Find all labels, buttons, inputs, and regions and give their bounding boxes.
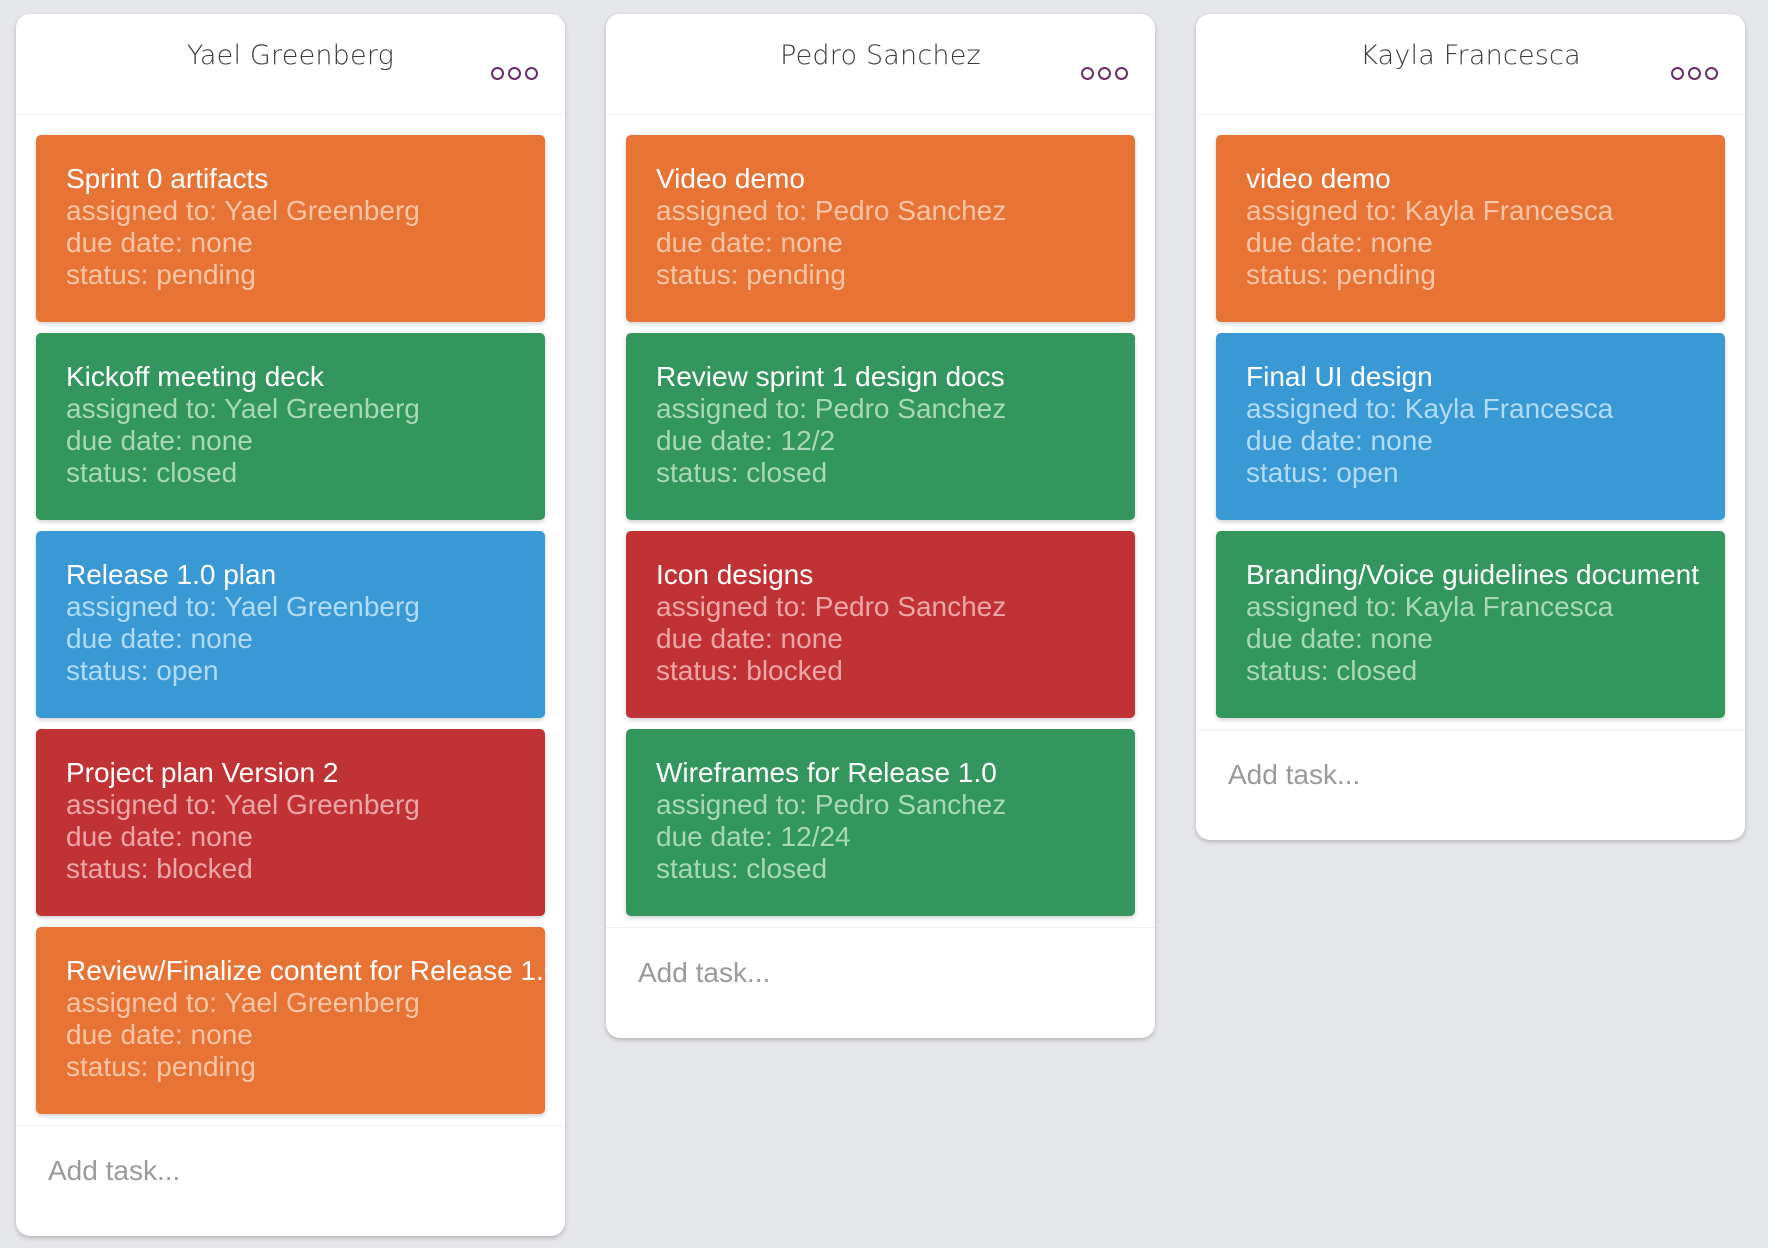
task-status: status: pending: [66, 1051, 256, 1082]
task-assignee: assigned to: Pedro Sanchez: [656, 591, 1007, 622]
task-due-date: due date: 12/2: [656, 425, 836, 456]
task-title: Final UI design: [1246, 361, 1433, 392]
task-assignee: assigned to: Pedro Sanchez: [656, 393, 1007, 424]
task-status: status: blocked: [66, 853, 253, 884]
add-task-area: [16, 1125, 565, 1236]
add-task-area: [606, 927, 1155, 1038]
task-title: Wireframes for Release 1.0: [656, 757, 997, 788]
add-task-input[interactable]: [46, 1154, 510, 1188]
task-assignee: assigned to: Pedro Sanchez: [656, 789, 1007, 820]
task-title: video demo: [1246, 163, 1391, 194]
column-title: Yael Greenberg: [186, 40, 395, 71]
add-task-input[interactable]: [636, 956, 1100, 990]
task-assignee: assigned to: Kayla Francesca: [1246, 195, 1614, 226]
task-status: status: closed: [1246, 655, 1418, 686]
column-header: Yael Greenberg: [16, 14, 565, 115]
task-list: Sprint 0 artifacts assigned to: Yael Gre…: [16, 115, 565, 1114]
task-status: status: pending: [1246, 259, 1436, 290]
task-title: Icon designs: [656, 559, 814, 590]
task-status: status: open: [66, 655, 219, 686]
task-status: status: closed: [656, 853, 828, 884]
task-title: Video demo: [656, 163, 805, 194]
task-card[interactable]: Project plan Version 2 assigned to: Yael…: [36, 729, 545, 916]
task-assignee: assigned to: Kayla Francesca: [1246, 393, 1614, 424]
more-options-icon[interactable]: [1081, 67, 1128, 80]
task-assignee: assigned to: Pedro Sanchez: [656, 195, 1007, 226]
add-task-area: [1196, 729, 1745, 840]
task-card[interactable]: Video demo assigned to: Pedro Sanchez du…: [626, 135, 1135, 322]
task-assignee: assigned to: Kayla Francesca: [1246, 591, 1614, 622]
more-options-icon[interactable]: [1671, 67, 1718, 80]
task-title: Release 1.0 plan: [66, 559, 277, 590]
task-card[interactable]: video demo assigned to: Kayla Francesca …: [1216, 135, 1725, 322]
task-list: video demo assigned to: Kayla Francesca …: [1196, 115, 1745, 718]
task-due-date: due date: none: [66, 821, 253, 852]
task-due-date: due date: none: [66, 425, 253, 456]
task-due-date: due date: none: [66, 1019, 253, 1050]
column-kayla-francesca: Kayla Francesca video demo assigned to: …: [1196, 14, 1745, 840]
task-list: Video demo assigned to: Pedro Sanchez du…: [606, 115, 1155, 916]
task-status: status: closed: [656, 457, 828, 488]
task-card[interactable]: Final UI design assigned to: Kayla Franc…: [1216, 333, 1725, 520]
add-task-input[interactable]: [1226, 758, 1690, 792]
task-due-date: due date: none: [656, 227, 843, 258]
task-status: status: pending: [66, 259, 256, 290]
task-assignee: assigned to: Yael Greenberg: [66, 591, 420, 622]
more-options-icon[interactable]: [491, 67, 538, 80]
task-status: status: blocked: [656, 655, 843, 686]
task-title: Review/Finalize content for Release 1.0: [66, 955, 545, 986]
task-title: Review sprint 1 design docs: [656, 361, 1005, 392]
task-title: Kickoff meeting deck: [66, 361, 324, 392]
task-title: Project plan Version 2: [66, 757, 339, 788]
task-title: Sprint 0 artifacts: [66, 163, 269, 194]
task-due-date: due date: none: [66, 623, 253, 654]
task-due-date: due date: none: [1246, 425, 1433, 456]
task-due-date: due date: 12/24: [656, 821, 851, 852]
task-assignee: assigned to: Yael Greenberg: [66, 789, 420, 820]
column-title: Pedro Sanchez: [780, 40, 981, 71]
task-card[interactable]: Release 1.0 plan assigned to: Yael Green…: [36, 531, 545, 718]
task-card[interactable]: Kickoff meeting deck assigned to: Yael G…: [36, 333, 545, 520]
task-due-date: due date: none: [1246, 227, 1433, 258]
task-assignee: assigned to: Yael Greenberg: [66, 987, 420, 1018]
column-pedro-sanchez: Pedro Sanchez Video demo assigned to: Pe…: [606, 14, 1155, 1038]
task-assignee: assigned to: Yael Greenberg: [66, 393, 420, 424]
column-yael-greenberg: Yael Greenberg Sprint 0 artifacts assign…: [16, 14, 565, 1236]
column-header: Pedro Sanchez: [606, 14, 1155, 115]
task-card[interactable]: Review sprint 1 design docs assigned to:…: [626, 333, 1135, 520]
task-card[interactable]: Sprint 0 artifacts assigned to: Yael Gre…: [36, 135, 545, 322]
task-status: status: closed: [66, 457, 238, 488]
task-title: Branding/Voice guidelines document: [1246, 559, 1699, 590]
task-card[interactable]: Branding/Voice guidelines document assig…: [1216, 531, 1725, 718]
task-assignee: assigned to: Yael Greenberg: [66, 195, 420, 226]
column-title: Kayla Francesca: [1360, 40, 1581, 71]
task-status: status: pending: [656, 259, 846, 290]
task-card[interactable]: Icon designs assigned to: Pedro Sanchez …: [626, 531, 1135, 718]
task-card[interactable]: Wireframes for Release 1.0 assigned to: …: [626, 729, 1135, 916]
task-status: status: open: [1246, 457, 1399, 488]
column-header: Kayla Francesca: [1196, 14, 1745, 115]
task-card[interactable]: Review/Finalize content for Release 1.0 …: [36, 927, 545, 1114]
task-due-date: due date: none: [1246, 623, 1433, 654]
task-due-date: due date: none: [656, 623, 843, 654]
task-due-date: due date: none: [66, 227, 253, 258]
